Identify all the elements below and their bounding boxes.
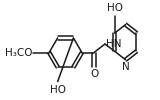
Text: O: O [90, 70, 98, 80]
Text: HN: HN [106, 39, 122, 49]
Text: HO: HO [107, 3, 123, 13]
Text: H₃CO: H₃CO [5, 48, 32, 58]
Text: N: N [122, 62, 129, 72]
Text: HO: HO [50, 85, 66, 95]
